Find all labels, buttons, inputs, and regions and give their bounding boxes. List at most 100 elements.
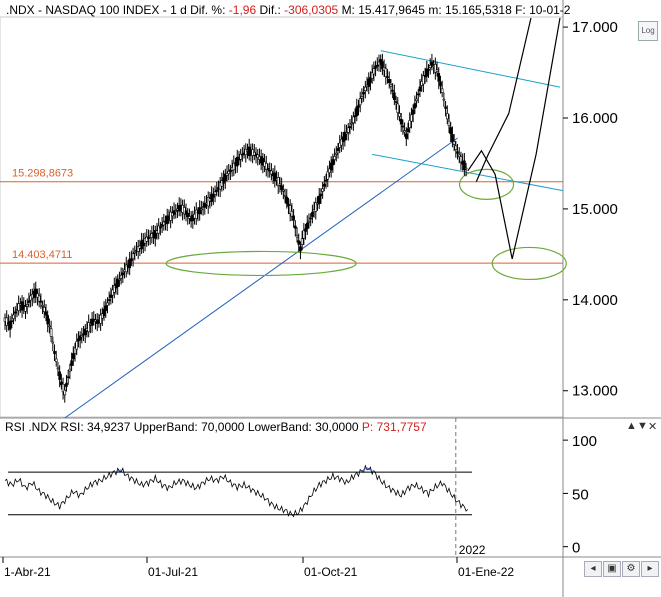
candle-body: [276, 177, 280, 187]
candle-body: [104, 305, 108, 311]
candle-body: [133, 251, 137, 254]
candle-body: [454, 145, 458, 150]
candle-body: [367, 78, 371, 87]
rsi-pane-up-icon[interactable]: ▲: [626, 420, 637, 432]
rsi-overbought-segment: [114, 469, 122, 473]
time-tick-label: 01-Oct-21: [304, 565, 358, 579]
candle-body: [65, 382, 68, 387]
candle-body: [118, 279, 121, 281]
candle-body: [12, 314, 15, 319]
candle-body: [406, 128, 410, 132]
candle-body: [297, 240, 301, 245]
candle-body: [194, 209, 198, 219]
channel-top-line: [380, 50, 561, 88]
dif-value: -306,0305: [284, 3, 339, 17]
candle-body: [36, 293, 39, 298]
candle-body: [369, 76, 372, 83]
candle-body: [464, 167, 468, 170]
candle-body: [386, 76, 389, 78]
min-label: m:: [428, 3, 442, 17]
candle-body: [413, 103, 417, 109]
rsi-pane-down-icon[interactable]: ▼: [637, 420, 648, 432]
candle-body: [112, 285, 116, 293]
candle-body: [5, 317, 9, 326]
candle-body: [225, 172, 229, 176]
candle-body: [266, 167, 270, 170]
target-zone-ellipse: [491, 246, 567, 281]
candle-body: [452, 141, 456, 145]
candle-body: [389, 84, 393, 87]
candle-body: [345, 132, 348, 135]
candle-body: [80, 335, 84, 338]
candle-body: [299, 246, 302, 252]
candle-body: [403, 130, 406, 133]
candle-body: [282, 189, 285, 192]
support-label: 15.298,8673: [12, 168, 73, 180]
candle-body: [324, 179, 328, 182]
candle-body: [119, 274, 123, 279]
candle-body: [364, 86, 367, 91]
rsi-overbought-segment: [359, 467, 368, 473]
candle-body: [229, 169, 232, 173]
candle-body: [128, 258, 131, 269]
candle-body: [399, 118, 403, 125]
candle-body: [422, 75, 425, 85]
candle-body: [333, 156, 336, 160]
candle-body: [273, 172, 277, 182]
candle-body: [445, 113, 449, 120]
candle-body: [270, 170, 273, 175]
candle-body: [157, 225, 160, 234]
candle-body: [27, 300, 31, 303]
candle-body: [350, 122, 353, 125]
candle-body: [169, 211, 172, 221]
candle-body: [53, 351, 56, 355]
candle-body: [427, 69, 430, 71]
candle-body: [24, 306, 27, 312]
candle-body: [323, 183, 326, 187]
candle-body: [288, 205, 292, 214]
candle-body: [34, 288, 38, 297]
candle-body: [83, 328, 87, 336]
candle-body: [147, 236, 150, 239]
candle-body: [343, 131, 347, 141]
price-tick-label: 17.000: [572, 19, 618, 36]
channel-bottom-line: [372, 153, 564, 192]
candle-body: [304, 228, 307, 232]
candle-body: [396, 103, 400, 114]
candle-body: [87, 322, 90, 332]
candle-body: [210, 194, 213, 202]
price-pane-frame: [0, 16, 564, 418]
save-icon[interactable]: ▣: [603, 561, 621, 577]
candle-body: [212, 193, 215, 198]
scroll-left-icon[interactable]: ◂: [584, 561, 602, 577]
candle-body: [428, 65, 432, 68]
date-label: F:: [515, 3, 526, 17]
candle-body: [130, 258, 133, 262]
candle-body: [300, 238, 304, 245]
candle-body: [124, 264, 128, 273]
candle-body: [198, 207, 201, 215]
rsi-pane-close-icon[interactable]: ✕: [648, 421, 658, 433]
candle-body: [314, 202, 318, 212]
candle-body: [235, 156, 239, 167]
candle-body: [430, 61, 434, 66]
candle-body: [159, 226, 162, 229]
candle-body: [290, 211, 294, 217]
candle-body: [42, 307, 46, 313]
scroll-right-icon[interactable]: ▸: [641, 561, 659, 577]
candle-body: [153, 230, 157, 239]
candle-body: [56, 367, 60, 370]
rsi-p-value: P: 731,7757: [361, 420, 427, 434]
candle-body: [200, 208, 203, 211]
candle-body: [121, 272, 125, 276]
log-scale-button[interactable]: Log: [638, 21, 658, 41]
candle-body: [362, 91, 365, 95]
candle-body: [49, 328, 53, 337]
candle-body: [188, 216, 191, 219]
rsi-header: RSI .NDX RSI: 34,9237 UpperBand: 70,0000…: [5, 420, 427, 434]
candle-body: [39, 300, 43, 303]
price-candles: [3, 53, 468, 403]
candle-body: [370, 72, 374, 79]
settings-icon[interactable]: ⚙: [622, 561, 640, 577]
